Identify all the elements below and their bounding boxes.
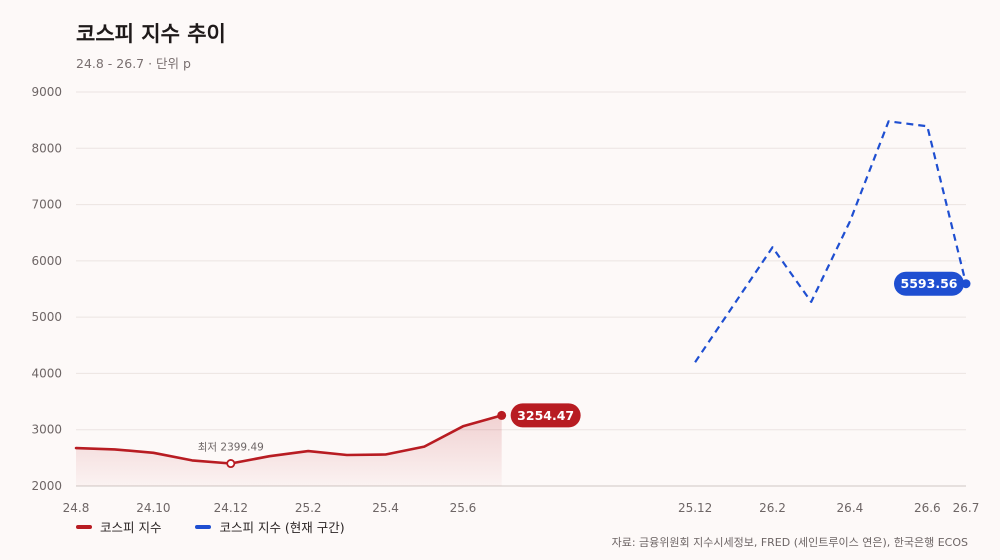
y-tick-label: 8000	[31, 141, 62, 155]
legend: 코스피 지수 코스피 지수 (현재 구간)	[76, 517, 345, 536]
x-tick-label: 26.4	[837, 501, 864, 515]
grid-lines	[76, 91, 966, 487]
x-tick-label: 26.7	[953, 501, 980, 515]
x-tick-label: 25.6	[450, 501, 477, 515]
legend-item-series2: 코스피 지수 (현재 구간)	[195, 517, 345, 536]
chart-subtitle: 24.8 - 26.7 · 단위 p	[76, 56, 191, 71]
y-tick-label: 7000	[31, 198, 62, 212]
series	[74, 120, 968, 486]
series1-value-label: 3254.47	[517, 408, 574, 423]
y-tick-label: 4000	[31, 366, 62, 380]
x-tick-label: 26.6	[914, 501, 941, 515]
min-label: 최저 2399.49	[198, 442, 264, 454]
x-tick-label: 25.4	[372, 501, 399, 515]
x-tick-label: 25.12	[678, 501, 712, 515]
series2-value-badge	[894, 271, 964, 296]
y-tick-label: 9000	[31, 85, 62, 99]
series1-area	[76, 415, 502, 486]
annotations: 최저 2399.49 3254.47 5593.56	[198, 271, 971, 469]
legend-item-series1: 코스피 지수	[76, 517, 161, 536]
x-tick-label: 25.2	[295, 501, 322, 515]
x-tick-label: 24.10	[136, 501, 170, 515]
x-tick-label: 24.12	[214, 501, 248, 515]
y-tick-label: 3000	[31, 423, 62, 437]
series1-line	[74, 414, 503, 465]
x-tick-label: 24.8	[63, 501, 90, 515]
series1-value-badge	[510, 403, 581, 428]
legend-swatch-series2	[195, 524, 212, 529]
series2-value-label: 5593.56	[901, 276, 958, 291]
series2-line	[694, 120, 968, 363]
legend-label-series1: 코스피 지수	[100, 520, 162, 535]
min-point	[226, 459, 236, 469]
y-tick-label: 2000	[31, 479, 62, 493]
x-tick-label: 26.2	[759, 501, 786, 515]
source-note: 자료: 금융위원회 지수시세정보, FRED (세인트루이스 연은), 한국은행…	[611, 536, 968, 549]
chart-title: 코스피 지수 추이	[76, 22, 226, 46]
y-tick-label: 6000	[31, 254, 62, 268]
x-axis: 24.8 24.10 24.12 25.2 25.4 25.6 25.12 26.2 26.4 2…	[63, 501, 980, 515]
legend-label-series2: 코스피 지수 (현재 구간)	[219, 520, 345, 535]
y-tick-label: 5000	[31, 310, 62, 324]
legend-swatch-series1	[76, 524, 92, 529]
y-axis: 2000 3000 4000 5000 6000 7000 8000 9000	[31, 85, 62, 493]
series1-end-point	[497, 410, 507, 420]
